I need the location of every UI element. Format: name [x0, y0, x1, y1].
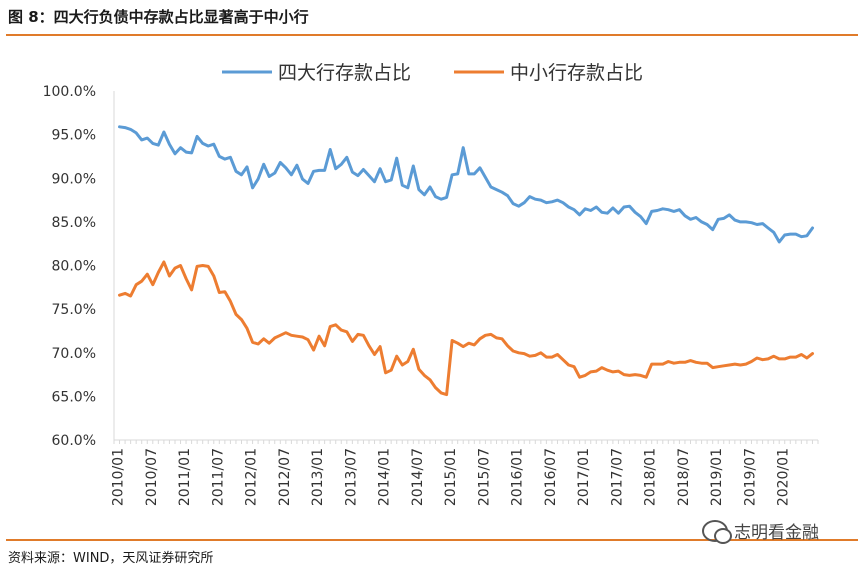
x-tick-label: 2017/07: [609, 448, 625, 506]
figure-title: 图 8：四大行负债中存款占比显著高于中小行: [8, 8, 309, 26]
y-tick-label: 95.0%: [52, 128, 96, 144]
x-tick-label: 2019/07: [742, 448, 758, 506]
y-tick-label: 60.0%: [52, 433, 96, 449]
line-chart: 60.0% 65.0% 70.0% 75.0% 80.0% 85.0% 90.0% 95.0%…: [43, 62, 819, 506]
y-tick-label: 65.0%: [52, 389, 96, 405]
watermark-text: 志明看金融: [734, 523, 819, 543]
y-tick-label: 90.0%: [52, 171, 96, 187]
x-tick-label: 2013/01: [310, 448, 326, 506]
y-tick-label: 80.0%: [52, 259, 96, 275]
x-tick-label: 2012/01: [244, 448, 260, 506]
x-tick-label: 2018/01: [643, 448, 659, 506]
x-tick-label: 2012/07: [277, 448, 293, 506]
source-note: 资料来源：WIND，天风证券研究所: [8, 551, 214, 566]
x-tick-label: 2014/01: [377, 448, 393, 506]
x-tick-label: 2011/01: [177, 448, 193, 506]
legend-small-mid-label: 中小行存款占比: [510, 62, 643, 84]
x-tick-label: 2010/01: [111, 448, 127, 506]
x-tick-label: 2018/07: [676, 448, 692, 506]
watermark: 志明看金融: [702, 518, 819, 544]
bottom-divider: [6, 539, 858, 541]
x-tick-label: 2019/01: [709, 448, 725, 506]
x-tick-label: 2011/07: [210, 448, 226, 506]
x-tick-label: 2015/07: [476, 448, 492, 506]
x-tick-label: 2020/01: [776, 448, 792, 506]
x-tick-label: 2014/07: [410, 448, 426, 506]
legend-big4-label: 四大行存款占比: [278, 62, 411, 84]
y-tick-label: 70.0%: [52, 346, 96, 362]
wechat-icon: [702, 519, 732, 544]
series-line-small-mid: [118, 260, 814, 397]
x-tick-label: 2017/01: [576, 448, 592, 506]
y-tick-label: 100.0%: [43, 84, 96, 100]
y-tick-label: 85.0%: [52, 215, 96, 231]
x-tick-label: 2016/07: [543, 448, 559, 506]
x-tick-label: 2015/01: [443, 448, 459, 506]
series-line-big4: [118, 125, 814, 244]
x-tick-label: 2010/07: [144, 448, 160, 506]
x-tick-label: 2013/07: [343, 448, 359, 506]
x-tick-label: 2016/01: [510, 448, 526, 506]
top-divider: [6, 34, 858, 36]
y-tick-label: 75.0%: [52, 302, 96, 318]
